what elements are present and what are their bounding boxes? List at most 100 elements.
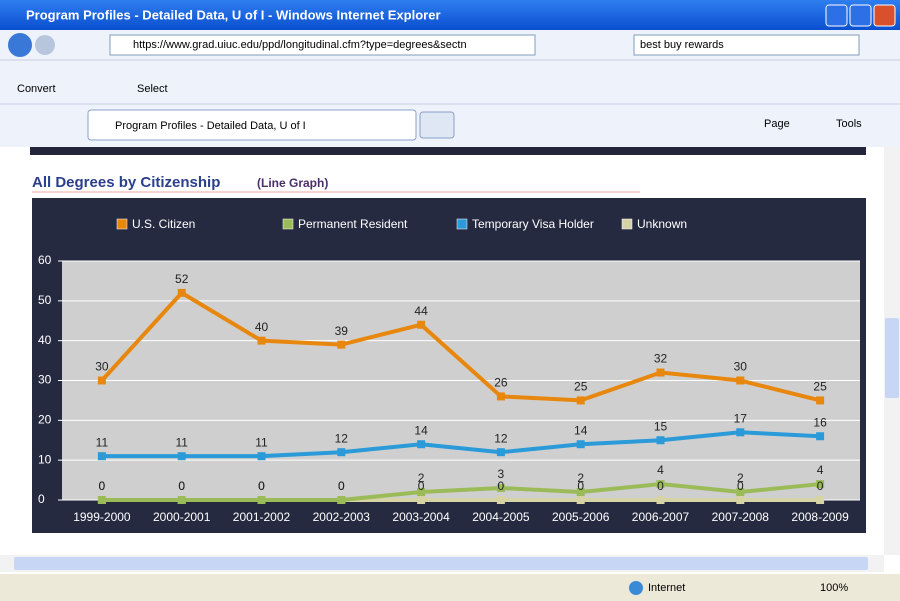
point-marker bbox=[656, 496, 665, 504]
data-label: 30 bbox=[734, 360, 748, 374]
link-convert[interactable]: Convert bbox=[17, 83, 56, 95]
data-label: 25 bbox=[813, 380, 827, 394]
zone-icon bbox=[629, 581, 643, 595]
forward-button[interactable] bbox=[35, 35, 55, 55]
y-tick-label: 0 bbox=[38, 492, 45, 506]
point-marker bbox=[417, 488, 426, 497]
address-bar[interactable] bbox=[109, 34, 536, 56]
x-tick-label: 2008-2009 bbox=[791, 510, 849, 524]
back-button[interactable] bbox=[8, 33, 32, 57]
minimize[interactable] bbox=[825, 4, 848, 27]
data-label: 14 bbox=[574, 423, 588, 437]
point-marker bbox=[736, 488, 745, 497]
point-marker bbox=[816, 496, 825, 504]
point-marker bbox=[736, 496, 745, 504]
status-bar bbox=[0, 574, 900, 601]
data-label: 0 bbox=[338, 479, 345, 493]
y-tick-label: 40 bbox=[38, 333, 52, 347]
window-title: Program Profiles - Detailed Data, U of I… bbox=[26, 7, 441, 22]
point-marker bbox=[576, 496, 585, 504]
data-label: 12 bbox=[494, 431, 508, 445]
x-tick-label: 2005-2006 bbox=[552, 510, 610, 524]
point-marker bbox=[97, 496, 106, 504]
data-label: 17 bbox=[734, 411, 748, 425]
maximize[interactable] bbox=[849, 4, 872, 27]
data-label: 0 bbox=[737, 479, 744, 493]
new-tab[interactable] bbox=[419, 111, 455, 139]
chart-subtitle: (Line Graph) bbox=[257, 176, 328, 190]
zoom[interactable]: 100% bbox=[820, 582, 848, 594]
series-line bbox=[101, 482, 821, 502]
point-marker bbox=[417, 440, 426, 449]
data-label: 0 bbox=[498, 479, 505, 493]
data-label: 11 bbox=[175, 435, 188, 449]
data-label: 52 bbox=[175, 272, 189, 286]
data-label: 16 bbox=[813, 415, 827, 429]
data-label: 3 bbox=[498, 467, 505, 481]
data-label: 4 bbox=[817, 463, 824, 477]
data-label: 0 bbox=[178, 479, 185, 493]
data-label: 0 bbox=[577, 479, 584, 493]
y-tick-label: 10 bbox=[38, 452, 52, 466]
data-label: 40 bbox=[255, 320, 269, 334]
point-marker bbox=[496, 448, 505, 457]
point-marker bbox=[337, 448, 346, 457]
data-label: 26 bbox=[494, 376, 508, 390]
point-marker bbox=[417, 320, 426, 329]
point-marker bbox=[816, 396, 825, 405]
close[interactable] bbox=[873, 4, 896, 27]
data-label: 14 bbox=[414, 423, 428, 437]
series-line bbox=[100, 290, 821, 403]
search-text: best buy rewards bbox=[640, 39, 724, 51]
data-label: 39 bbox=[335, 324, 349, 338]
h-scroll-thumb[interactable] bbox=[14, 557, 868, 570]
top-bar bbox=[30, 147, 866, 155]
y-tick-label: 60 bbox=[38, 253, 52, 267]
page-menu[interactable]: Page bbox=[764, 118, 790, 130]
url: https://www.grad.uiuc.edu/ppd/longitudin… bbox=[133, 39, 467, 51]
data-label: 0 bbox=[258, 479, 265, 493]
data-label: 12 bbox=[335, 431, 349, 445]
point-marker bbox=[496, 496, 505, 504]
x-tick-label: 1999-2000 bbox=[73, 510, 131, 524]
chart-title: All Degrees by Citizenship bbox=[32, 174, 220, 191]
y-tick-label: 30 bbox=[38, 373, 52, 387]
v-scroll-thumb[interactable] bbox=[885, 318, 899, 398]
link-select[interactable]: Select bbox=[137, 83, 168, 95]
legend-label: Permanent Resident bbox=[298, 217, 408, 231]
point-marker bbox=[656, 368, 665, 377]
legend-swatch bbox=[282, 218, 294, 230]
point-marker bbox=[177, 452, 186, 461]
point-marker bbox=[177, 496, 186, 504]
tools-menu[interactable]: Tools bbox=[836, 118, 862, 130]
data-label: 32 bbox=[654, 352, 668, 366]
point-marker bbox=[736, 376, 745, 385]
tab[interactable] bbox=[87, 109, 417, 141]
y-tick-label: 50 bbox=[38, 293, 52, 307]
legend-swatch bbox=[621, 218, 633, 230]
point-marker bbox=[576, 396, 585, 405]
data-label: 25 bbox=[574, 380, 588, 394]
x-tick-label: 2001-2002 bbox=[233, 510, 291, 524]
x-tick-label: 2006-2007 bbox=[632, 510, 690, 524]
point-marker bbox=[496, 392, 505, 401]
data-label: 2 bbox=[577, 471, 584, 485]
x-tick-label: 2000-2001 bbox=[153, 510, 211, 524]
point-marker bbox=[97, 376, 106, 385]
data-label: 4 bbox=[657, 463, 664, 477]
data-label: 0 bbox=[178, 479, 185, 493]
search-box[interactable] bbox=[633, 34, 860, 56]
point-marker bbox=[257, 336, 266, 345]
legend-label: Unknown bbox=[637, 217, 687, 231]
point-marker bbox=[736, 428, 745, 437]
legend-label: Temporary Visa Holder bbox=[472, 217, 594, 231]
point-marker bbox=[257, 496, 266, 504]
point-marker bbox=[177, 288, 186, 297]
x-tick-label: 2003-2004 bbox=[392, 510, 450, 524]
data-label: 0 bbox=[418, 479, 425, 493]
data-label: 2 bbox=[737, 471, 744, 485]
data-label: 11 bbox=[255, 435, 268, 449]
legend-swatch bbox=[456, 218, 468, 230]
